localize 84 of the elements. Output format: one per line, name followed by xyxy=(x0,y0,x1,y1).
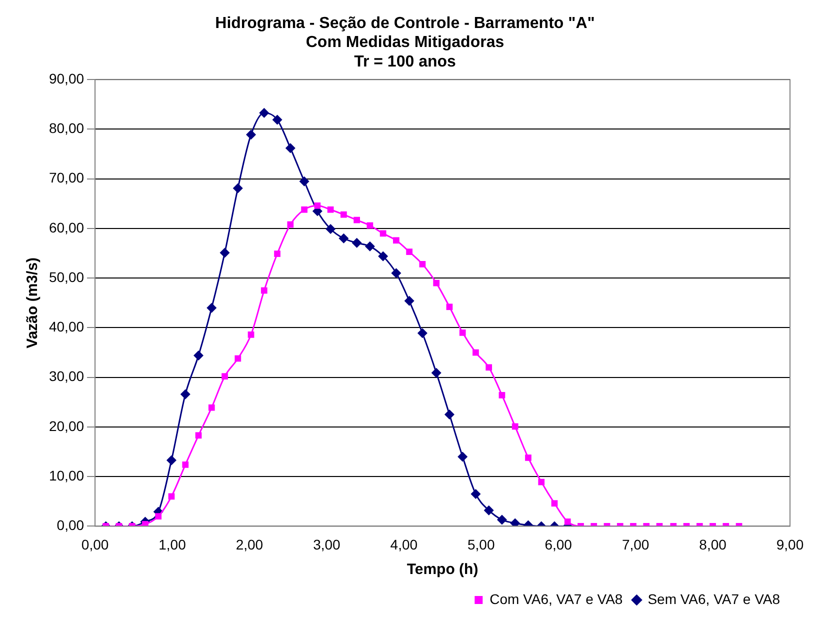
x-tick-label: 3,00 xyxy=(313,536,341,552)
y-tick-label: 20,00 xyxy=(48,418,84,434)
point xyxy=(472,349,479,356)
point xyxy=(404,296,414,306)
point xyxy=(391,268,402,278)
point xyxy=(459,329,466,336)
y-tick-label: 10,00 xyxy=(48,467,84,484)
point xyxy=(327,206,334,213)
point xyxy=(166,455,176,466)
chart-title: Hidrograma - Seção de Controle - Barramento "A" xyxy=(215,15,595,32)
text: Com Medidas Mitigadoras xyxy=(306,34,504,52)
point xyxy=(470,488,481,499)
y-tick-label: 0,00 xyxy=(56,517,84,534)
legend-label: Sem VA6, VA7 e VA8 xyxy=(648,590,780,607)
point xyxy=(299,176,310,186)
point xyxy=(340,211,347,218)
point xyxy=(180,389,190,400)
point xyxy=(551,500,558,507)
x-tick-label: 9,00 xyxy=(776,536,804,552)
point xyxy=(326,224,336,234)
x-tick-label: 4,00 xyxy=(390,536,418,552)
point xyxy=(338,233,349,244)
point xyxy=(248,331,254,338)
x-tick-label: 5,00 xyxy=(468,536,495,552)
point xyxy=(364,241,375,252)
point xyxy=(246,130,256,140)
y-axis-title: Vazão (m3/s) xyxy=(24,257,42,348)
point xyxy=(393,237,400,244)
point xyxy=(194,350,204,360)
point xyxy=(259,108,270,118)
x-tick-label: 1,00 xyxy=(158,536,186,552)
point xyxy=(525,454,532,461)
point xyxy=(378,251,388,262)
y-tick-label: 90,00 xyxy=(48,70,84,86)
point xyxy=(354,216,360,224)
point xyxy=(222,373,228,380)
point xyxy=(220,248,230,258)
point xyxy=(458,452,468,462)
point xyxy=(301,206,308,213)
point xyxy=(444,410,454,420)
point xyxy=(538,478,545,486)
point xyxy=(419,261,426,268)
point xyxy=(417,328,428,338)
point xyxy=(234,355,242,362)
y-tick-label: 80,00 xyxy=(48,120,84,136)
point xyxy=(486,364,492,371)
y-tick-label: 30,00 xyxy=(48,368,84,384)
point xyxy=(352,238,362,248)
point xyxy=(314,202,321,209)
text: Tr = 100 anos xyxy=(354,53,456,70)
point xyxy=(496,514,507,525)
point xyxy=(446,304,453,310)
point xyxy=(431,368,442,378)
point xyxy=(433,280,440,286)
y-tick-label: 60,00 xyxy=(48,219,84,236)
x-tick-label: 2,00 xyxy=(236,536,264,552)
point xyxy=(510,518,520,526)
legend-label: Com VA6, VA7 e VA8 xyxy=(490,590,623,607)
point xyxy=(564,518,571,525)
point xyxy=(195,432,202,439)
point xyxy=(182,461,189,468)
y-tick-label: 70,00 xyxy=(48,170,84,186)
point xyxy=(285,143,296,154)
point xyxy=(168,493,175,500)
x-tick-label: 6,00 xyxy=(544,536,572,552)
y-tick-label: 50,00 xyxy=(48,268,84,285)
x-tick-label: 0,00 xyxy=(81,536,109,552)
y-tick-label: 40,00 xyxy=(48,318,84,335)
point xyxy=(232,183,243,194)
x-tick-label: 8,00 xyxy=(699,536,727,552)
point xyxy=(260,287,268,294)
point xyxy=(484,505,494,516)
point xyxy=(272,114,282,125)
point xyxy=(380,230,386,237)
point xyxy=(274,250,280,257)
point xyxy=(208,404,215,411)
point xyxy=(155,513,162,520)
x-tick-label: 7,00 xyxy=(622,536,650,552)
point xyxy=(287,221,294,228)
x-axis-title: Tempo (h) xyxy=(406,561,478,578)
point xyxy=(206,302,217,313)
point xyxy=(512,423,518,430)
point xyxy=(498,392,506,398)
point xyxy=(406,248,412,255)
